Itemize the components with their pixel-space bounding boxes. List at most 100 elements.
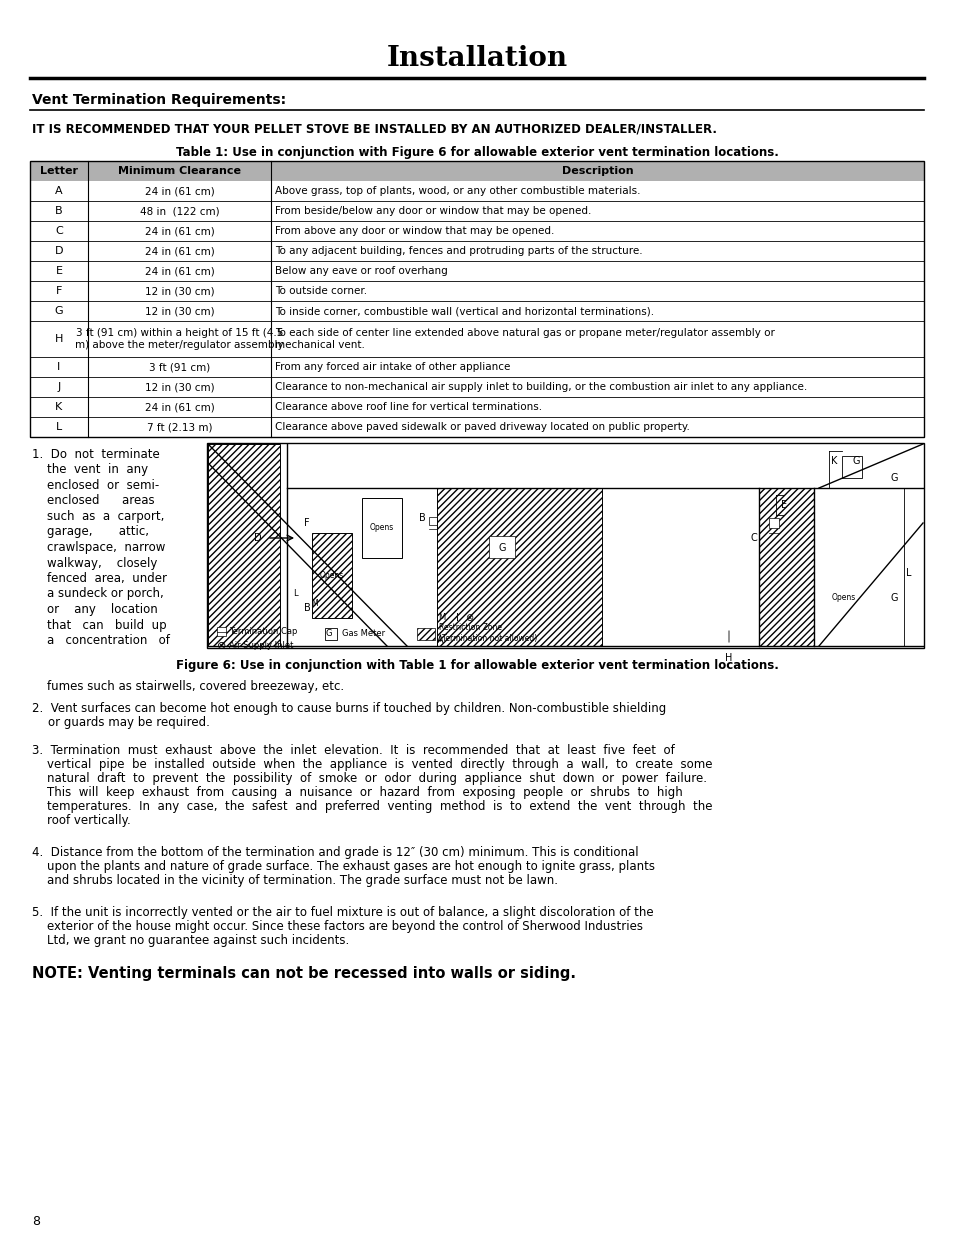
Text: I: I (57, 362, 61, 372)
Text: 2.  Vent surfaces can become hot enough to cause burns if touched by children. N: 2. Vent surfaces can become hot enough t… (32, 701, 665, 715)
Text: H: H (54, 333, 63, 345)
Text: 24 in (61 cm): 24 in (61 cm) (145, 266, 214, 275)
Bar (30, 321, 923, 357)
Text: F: F (56, 287, 62, 296)
Bar (361, 498, 401, 558)
Text: L: L (905, 568, 911, 578)
Text: Description: Description (561, 165, 633, 177)
Text: walkway,    closely: walkway, closely (32, 557, 157, 569)
Text: G: G (889, 593, 897, 603)
Text: crawlspace,  narrow: crawlspace, narrow (32, 541, 165, 555)
Text: 48 in  (122 cm): 48 in (122 cm) (139, 206, 219, 216)
Text: garage,       attic,: garage, attic, (32, 526, 149, 538)
Text: H: H (724, 653, 732, 663)
Bar (416, 629, 435, 640)
Text: Minimum Clearance: Minimum Clearance (118, 165, 241, 177)
Text: a   concentration   of: a concentration of (32, 634, 170, 647)
Text: 24 in (61 cm): 24 in (61 cm) (145, 246, 214, 256)
Text: A: A (436, 635, 443, 645)
Text: Clearance above paved sidewalk or paved driveway located on public property.: Clearance above paved sidewalk or paved … (274, 422, 689, 432)
Text: Above grass, top of plants, wood, or any other combustible materials.: Above grass, top of plants, wood, or any… (274, 186, 639, 196)
Text: Air Supply Inlet: Air Supply Inlet (229, 641, 294, 651)
Bar (30, 201, 923, 221)
Text: E: E (781, 500, 786, 510)
Text: Ltd, we grant no guarantee against such incidents.: Ltd, we grant no guarantee against such … (32, 934, 349, 947)
Bar (759, 488, 813, 646)
Bar (30, 357, 923, 377)
Text: K: K (55, 403, 63, 412)
Bar (489, 536, 515, 558)
Text: the  vent  in  any: the vent in any (32, 463, 148, 477)
Text: 3 ft (91 cm) within a height of 15 ft (4.5
m) above the meter/regulator assembly: 3 ft (91 cm) within a height of 15 ft (4… (75, 329, 283, 350)
Bar (30, 221, 923, 241)
Text: 12 in (30 cm): 12 in (30 cm) (145, 306, 214, 316)
Text: 12 in (30 cm): 12 in (30 cm) (145, 382, 214, 391)
Bar (30, 261, 923, 282)
Text: 24 in (61 cm): 24 in (61 cm) (145, 186, 214, 196)
Bar (30, 301, 923, 321)
Text: To inside corner, combustible wall (vertical and horizontal terminations).: To inside corner, combustible wall (vert… (274, 306, 654, 316)
Text: L: L (293, 589, 297, 598)
Text: NOTE: Venting terminals can not be recessed into walls or siding.: NOTE: Venting terminals can not be reces… (32, 966, 576, 981)
Text: Clearance above roof line for vertical terminations.: Clearance above roof line for vertical t… (274, 403, 541, 412)
Text: G: G (851, 456, 859, 466)
Text: IT IS RECOMMENDED THAT YOUR PELLET STOVE BE INSTALLED BY AN AUTHORIZED DEALER/IN: IT IS RECOMMENDED THAT YOUR PELLET STOVE… (32, 122, 717, 135)
Text: or guards may be required.: or guards may be required. (48, 716, 210, 729)
Text: such  as  a  carport,: such as a carport, (32, 510, 164, 522)
Bar (429, 517, 436, 525)
Text: C: C (750, 534, 757, 543)
Text: Table 1: Use in conjunction with Figure 6 for allowable exterior vent terminatio: Table 1: Use in conjunction with Figure … (175, 146, 778, 159)
Bar (30, 417, 923, 437)
Bar (325, 629, 336, 640)
Text: natural  draft  to  prevent  the  possibility  of  smoke  or  odor  during  appl: natural draft to prevent the possibility… (32, 772, 706, 785)
Text: E: E (55, 266, 63, 275)
Text: G: G (325, 630, 332, 638)
Text: that   can   build  up: that can build up (32, 619, 167, 631)
Text: F: F (304, 517, 310, 529)
Text: From above any door or window that may be opened.: From above any door or window that may b… (274, 226, 554, 236)
Text: Below any eave or roof overhang: Below any eave or roof overhang (274, 266, 447, 275)
Text: M: M (312, 599, 318, 608)
Bar (768, 517, 779, 529)
Text: B: B (303, 603, 310, 613)
Text: and shrubs located in the vicinity of termination. The grade surface must not be: and shrubs located in the vicinity of te… (32, 874, 558, 887)
Text: Figure 6: Use in conjunction with Table 1 for allowable exterior vent terminatio: Figure 6: Use in conjunction with Table … (175, 659, 778, 673)
Text: A: A (55, 186, 63, 196)
Text: To any adjacent building, fences and protruding parts of the structure.: To any adjacent building, fences and pro… (274, 246, 642, 256)
Bar (30, 161, 923, 182)
Bar (208, 445, 280, 646)
Text: 24 in (61 cm): 24 in (61 cm) (145, 403, 214, 412)
Text: or    any    location: or any location (32, 603, 157, 616)
Text: roof vertically.: roof vertically. (32, 814, 131, 827)
Text: To outside corner.: To outside corner. (274, 287, 367, 296)
Bar (841, 456, 862, 478)
Text: 24 in (61 cm): 24 in (61 cm) (145, 226, 214, 236)
Bar (207, 443, 923, 648)
Text: fenced  area,  under: fenced area, under (32, 572, 167, 585)
Text: L: L (56, 422, 62, 432)
Text: G: G (54, 306, 63, 316)
Text: Opens: Opens (370, 524, 394, 532)
Text: 7 ft (2.13 m): 7 ft (2.13 m) (147, 422, 212, 432)
Text: G: G (889, 473, 897, 483)
Text: G: G (497, 543, 505, 553)
Text: D: D (54, 246, 63, 256)
Text: 5.  If the unit is incorrectly vented or the air to fuel mixture is out of balan: 5. If the unit is incorrectly vented or … (32, 906, 653, 919)
Text: enclosed  or  semi-: enclosed or semi- (32, 479, 159, 492)
Bar (30, 396, 923, 417)
Text: temperatures.  In  any  case,  the  safest  and  preferred  venting  method  is : temperatures. In any case, the safest an… (32, 800, 712, 813)
Text: B: B (55, 206, 63, 216)
Text: vertical  pipe  be  installed  outside  when  the  appliance  is  vented  direct: vertical pipe be installed outside when … (32, 758, 712, 771)
Text: C: C (55, 226, 63, 236)
Bar (30, 282, 923, 301)
Text: enclosed      areas: enclosed areas (32, 494, 154, 508)
Text: 1.  Do  not  terminate: 1. Do not terminate (32, 448, 159, 461)
Text: exterior of the house might occur. Since these factors are beyond the control of: exterior of the house might occur. Since… (32, 920, 642, 932)
Text: Letter: Letter (40, 165, 78, 177)
Bar (216, 627, 226, 636)
Bar (312, 534, 352, 618)
Text: This  will  keep  exhaust  from  causing  a  nuisance  or  hazard  from  exposin: This will keep exhaust from causing a nu… (32, 785, 682, 799)
Text: 8: 8 (32, 1215, 40, 1228)
Text: Opens: Opens (319, 571, 344, 580)
Text: Gas Meter: Gas Meter (341, 630, 385, 638)
